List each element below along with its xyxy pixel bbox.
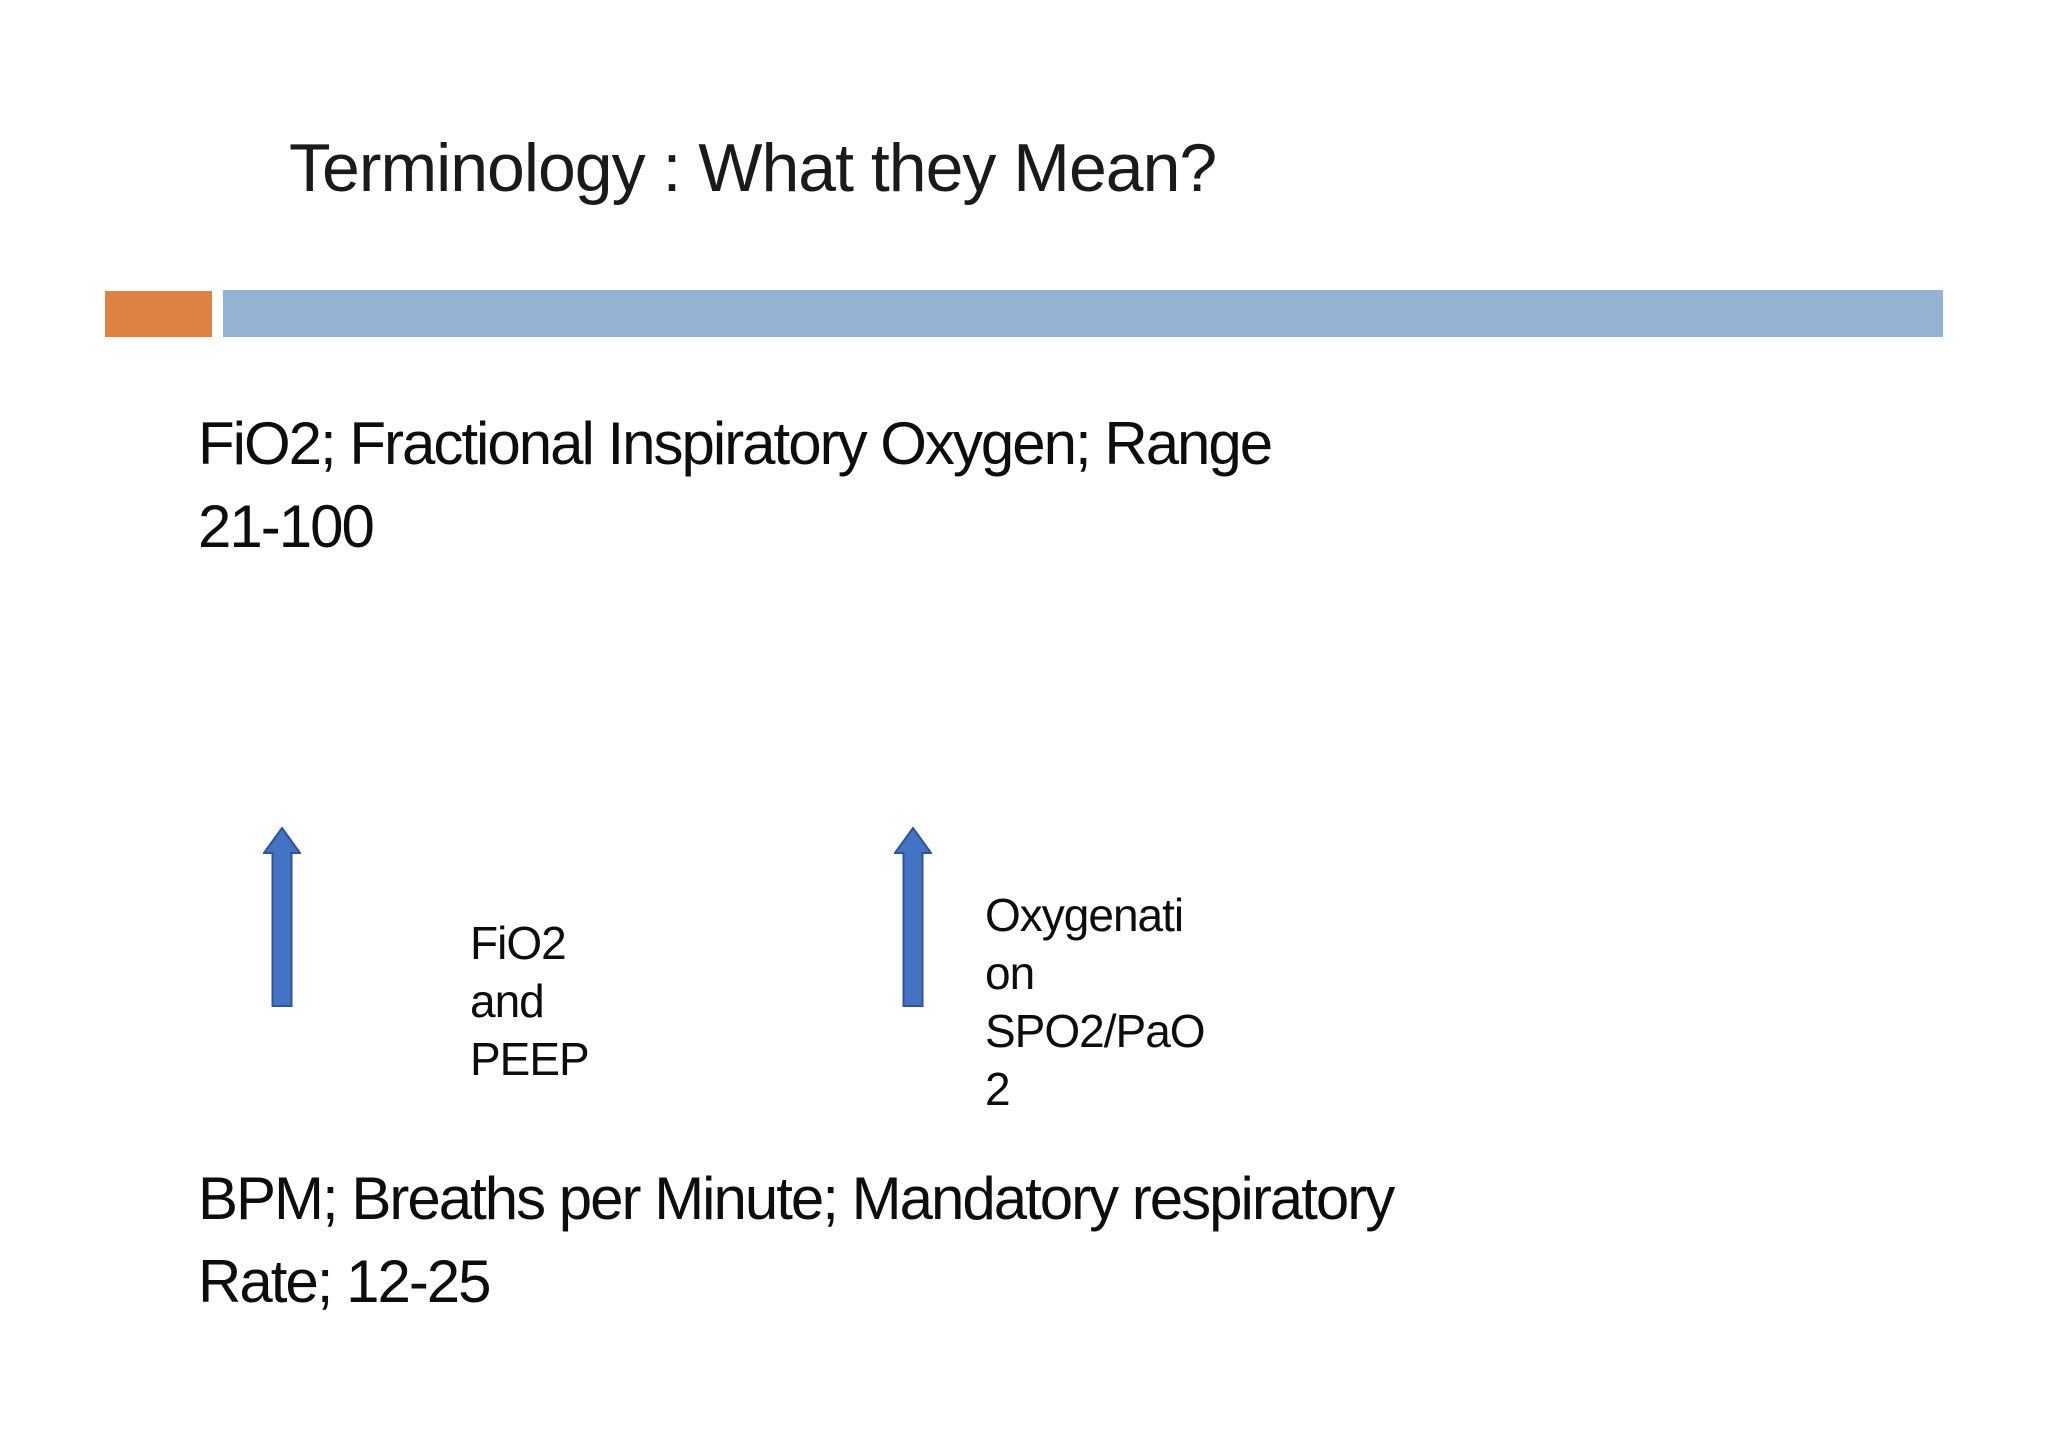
right-arrow-label-line4: 2 [985, 1063, 1011, 1115]
bpm-definition-line2: Rate; 12-25 [198, 1248, 492, 1315]
bpm-definition-text: BPM; Breaths per Minute; Mandatory respi… [198, 1157, 1395, 1323]
divider-orange-block [105, 291, 212, 337]
up-arrow-right-icon [894, 827, 932, 1007]
bpm-definition-line1: BPM; Breaths per Minute; Mandatory respi… [198, 1165, 1395, 1232]
left-arrow-label-line3: PEEP [470, 1033, 590, 1085]
slide-title: Terminology : What they Mean? [289, 130, 1217, 206]
left-arrow-label-line1: FiO2 [470, 917, 567, 969]
left-arrow-label: FiO2 and PEEP [470, 914, 590, 1088]
right-arrow-label-line2: on [985, 947, 1035, 999]
left-arrow-label-line2: and [470, 975, 545, 1027]
fio2-definition-line1: FiO2; Fractional Inspiratory Oxygen; Ran… [198, 410, 1273, 477]
fio2-definition-line2: 21-100 [198, 493, 375, 560]
right-arrow-label-line3: SPO2/PaO [985, 1005, 1206, 1057]
right-arrow-label-line1: Oxygenati [985, 889, 1184, 941]
fio2-definition-text: FiO2; Fractional Inspiratory Oxygen; Ran… [198, 402, 1273, 568]
divider-blue-bar [223, 290, 1943, 337]
up-arrow-left-icon [263, 827, 301, 1007]
right-arrow-label: Oxygenati on SPO2/PaO 2 [985, 886, 1206, 1118]
